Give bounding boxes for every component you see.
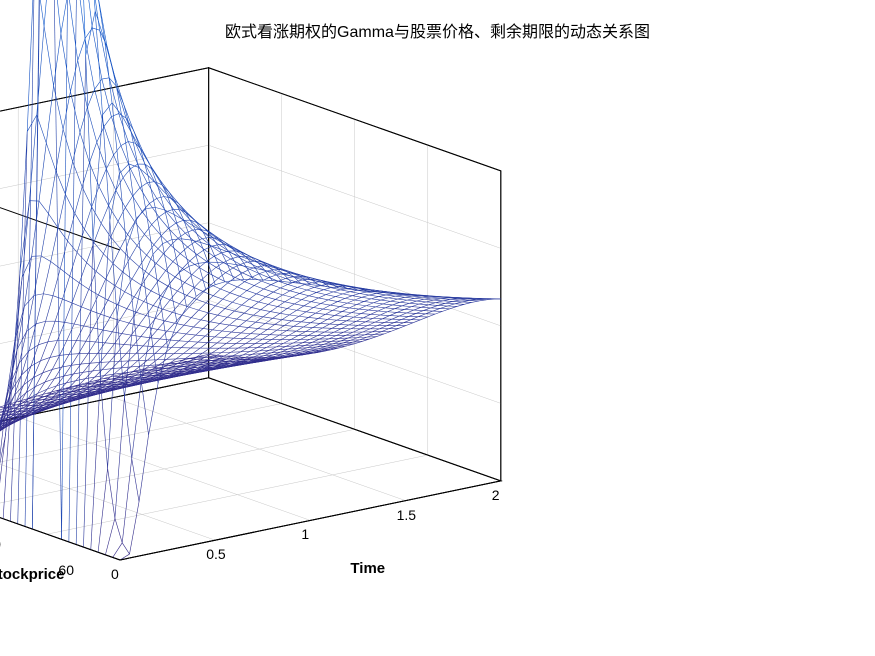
tick-label: 0.5	[206, 546, 225, 562]
surface-plot	[0, 0, 875, 656]
x-axis-label: Time	[350, 560, 385, 577]
tick-label: 60	[34, 562, 74, 578]
tick-label: 70	[0, 536, 1, 552]
tick-label: 0	[111, 566, 119, 582]
tick-label: 1	[301, 526, 309, 542]
tick-label: 2	[492, 487, 500, 503]
tick-label: 1.5	[397, 507, 416, 523]
